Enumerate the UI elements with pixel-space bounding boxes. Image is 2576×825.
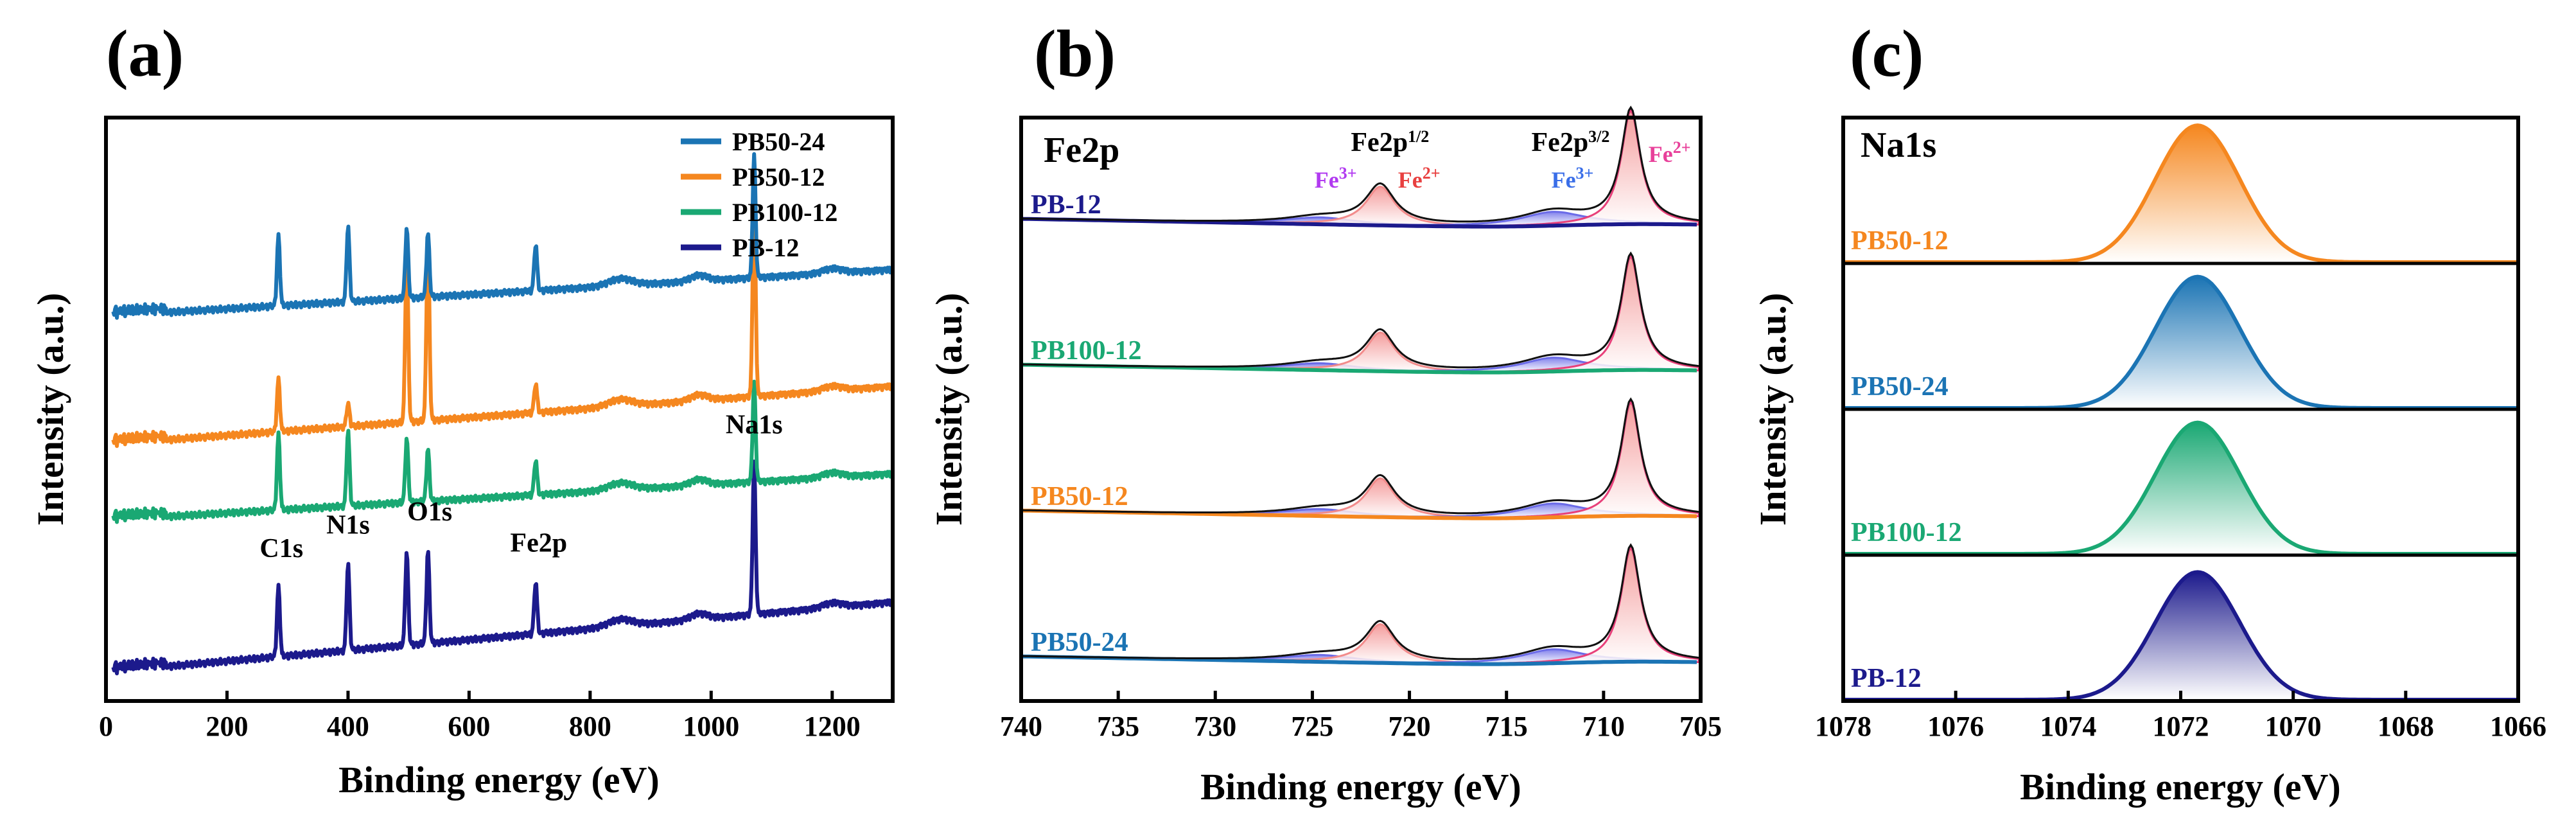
spectrum-pb50-24: PB50-24 xyxy=(1020,543,1700,666)
a-tick-label: 200 xyxy=(206,711,248,742)
peak-label-na1s: Na1s xyxy=(726,410,783,439)
survey-spectra xyxy=(111,152,894,676)
panel-b: (b) PB-12 PB100-12 PB50-12 PB50-24 Fe2p Fe2… xyxy=(928,17,1722,808)
panel-label-a: (a) xyxy=(106,17,184,91)
c-tick-label: 1070 xyxy=(2265,711,2322,742)
envelope-pb50-12 xyxy=(1021,397,1699,515)
na1s-fill-pb50-24 xyxy=(1843,276,2518,408)
x-axis-ticks-c: 1078 1076 1074 1072 1070 1068 1066 xyxy=(1815,691,2546,742)
annotation-fe3: Fe3+ xyxy=(1315,164,1357,193)
fe2p-spectra: PB-12 PB100-12 PB50-12 PB50-24 xyxy=(1020,105,1700,666)
legend-label-pb50-12: PB50-12 xyxy=(732,163,825,191)
x-axis-label-b: Binding energy (eV) xyxy=(1200,766,1521,808)
na1s-spectrum-pb-12: PB-12 xyxy=(1843,570,2518,702)
y-axis-label-a: Intensity (a.u.) xyxy=(30,293,71,526)
survey-peak-labels: C1s N1s O1s Fe2p Na1s xyxy=(259,410,782,563)
b-tick-label: 725 xyxy=(1291,711,1333,742)
sample-label-pb-12: PB-12 xyxy=(1031,190,1101,220)
annotation-fe2p3-2: Fe2p3/2 xyxy=(1532,127,1610,157)
na1s-spectrum-pb100-12: PB100-12 xyxy=(1843,420,2518,557)
x-axis-label-c: Binding energy (eV) xyxy=(2020,766,2340,808)
survey-line-pb50-24 xyxy=(111,152,894,320)
survey-line-pb-12 xyxy=(111,459,894,676)
peak-label-n1s: N1s xyxy=(326,510,370,540)
b-tick-label: 735 xyxy=(1097,711,1139,742)
sample-label-pb50-12: PB50-12 xyxy=(1851,226,1949,256)
c-tick-label: 1078 xyxy=(1815,711,1871,742)
legend-label-pb-12: PB-12 xyxy=(732,233,799,262)
legend: PB50-24 PB50-12 PB100-12 PB-12 xyxy=(681,127,837,262)
peak-label-fe2p: Fe2p xyxy=(510,529,567,558)
annotation-fe2: Fe2+ xyxy=(1398,164,1441,193)
element-label-na1s: Na1s xyxy=(1861,125,1936,165)
sample-label-pb100-12: PB100-12 xyxy=(1031,336,1142,366)
c-tick-label: 1076 xyxy=(1927,711,1984,742)
na1s-fill-pb100-12 xyxy=(1843,422,2518,554)
b-tick-label: 730 xyxy=(1194,711,1236,742)
element-label-fe2p: Fe2p xyxy=(1044,130,1119,170)
na1s-spectrum-pb50-24: PB50-24 xyxy=(1843,274,2518,411)
y-axis-label-c: Intensity (a.u.) xyxy=(1752,293,1794,526)
spectrum-pb50-12: PB50-12 xyxy=(1020,397,1700,520)
b-tick-label: 705 xyxy=(1679,711,1722,742)
envelope-pb100-12 xyxy=(1021,251,1699,369)
b-tick-label: 715 xyxy=(1485,711,1528,742)
sample-label-pb50-24: PB50-24 xyxy=(1851,372,1949,402)
fe2p-annotations: Fe2p1/2 Fe3+ Fe2+ Fe2p3/2 Fe3+ Fe2+ xyxy=(1315,127,1691,193)
c-tick-label: 1074 xyxy=(2040,711,2096,742)
panel-label-b: (b) xyxy=(1034,17,1116,91)
a-tick-label: 1000 xyxy=(683,711,739,742)
a-tick-label: 1200 xyxy=(804,711,861,742)
y-axis-label-b: Intensity (a.u.) xyxy=(928,293,970,526)
peak-label-c1s: C1s xyxy=(259,534,303,563)
a-tick-label: 0 xyxy=(99,711,113,742)
plot-frame-b xyxy=(1019,116,1703,703)
annotation-fe2p1-2: Fe2p1/2 xyxy=(1351,127,1429,157)
survey-line-pb50-12 xyxy=(111,183,894,448)
na1s-spectra: PB50-12 PB50-24 PB100-12 PB-12 xyxy=(1843,123,2518,702)
x-axis-ticks-a: 0 200 400 600 800 1000 1200 xyxy=(99,691,861,742)
c-tick-label: 1066 xyxy=(2490,711,2546,742)
na1s-fill-pb50-12 xyxy=(1843,125,2518,262)
b-tick-label: 740 xyxy=(1000,711,1042,742)
sample-label-pb50-24: PB50-24 xyxy=(1031,628,1128,657)
sample-label-pb100-12: PB100-12 xyxy=(1851,518,1962,547)
peak-label-o1s: O1s xyxy=(407,497,452,527)
c-tick-label: 1072 xyxy=(2153,711,2209,742)
x-axis-label-a: Binding energy (eV) xyxy=(338,759,659,801)
x-axis-ticks-b: 740 735 730 725 720 715 710 705 xyxy=(1000,691,1722,742)
plot-frame-a xyxy=(104,116,895,703)
legend-label-pb100-12: PB100-12 xyxy=(732,198,837,227)
na1s-fill-pb-12 xyxy=(1843,572,2518,700)
a-tick-label: 400 xyxy=(327,711,369,742)
legend-label-pb50-24: PB50-24 xyxy=(732,127,825,156)
na1s-spectrum-pb50-12: PB50-12 xyxy=(1843,123,2518,265)
spectrum-pb-12: PB-12 xyxy=(1020,105,1700,229)
a-tick-label: 800 xyxy=(569,711,611,742)
sample-label-pb50-12: PB50-12 xyxy=(1031,482,1128,511)
b-tick-label: 720 xyxy=(1389,711,1431,742)
a-tick-label: 600 xyxy=(448,711,490,742)
annotation-fe3: Fe3+ xyxy=(1552,164,1594,193)
spectrum-pb100-12: PB100-12 xyxy=(1020,251,1700,375)
envelope-pb-12 xyxy=(1021,105,1699,223)
survey-line-pb100-12 xyxy=(111,379,894,524)
panel-label-c: (c) xyxy=(1850,17,1923,91)
annotation-fe2: Fe2+ xyxy=(1649,138,1691,167)
envelope-pb50-24 xyxy=(1021,543,1699,661)
panel-a: (a) C1s N1s O1s Fe2p Na1s PB50-24 PB50-12 PB10… xyxy=(30,17,895,801)
b-tick-label: 710 xyxy=(1582,711,1625,742)
panel-c: (c) PB50-12 PB50-24 PB100-12 PB-12 Na1s 107… xyxy=(1752,17,2546,808)
sample-label-pb-12: PB-12 xyxy=(1851,664,1922,693)
c-tick-label: 1068 xyxy=(2378,711,2434,742)
